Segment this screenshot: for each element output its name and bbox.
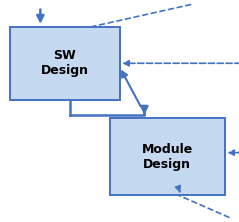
Text: SW
Design: SW Design xyxy=(41,49,88,77)
FancyBboxPatch shape xyxy=(110,118,225,195)
Text: Module
Design: Module Design xyxy=(142,143,193,170)
FancyBboxPatch shape xyxy=(10,27,120,100)
